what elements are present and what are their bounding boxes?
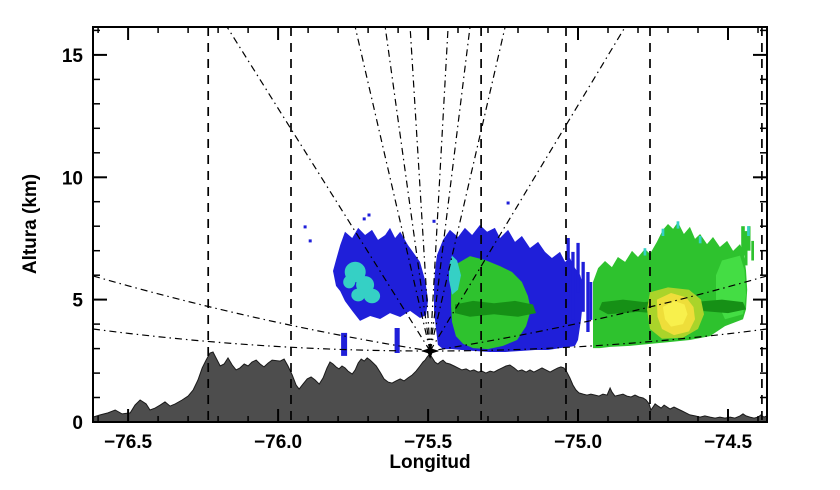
echo-blue-strand [341, 332, 348, 356]
y-tick-label: 0 [72, 413, 83, 434]
y-tick-label: 5 [72, 291, 83, 312]
echo-speck [308, 239, 312, 243]
echo-blue-strand [571, 251, 575, 320]
echo-center-dark-band [455, 300, 536, 317]
radar-beam [429, 26, 471, 352]
echo-cyan-tip [747, 226, 750, 236]
radar-beam-low [430, 275, 768, 352]
radar-beam-low [92, 275, 431, 352]
x-tick-label: −76.0 [254, 432, 302, 453]
x-tick-label: −75.0 [554, 432, 602, 453]
echo-green-strand [744, 231, 748, 266]
y-tick-label: 15 [62, 46, 84, 67]
axis-tick-labels: −76.5 −76.0 −75.5 −75.0 −74.5 0 5 10 15 [62, 46, 753, 453]
echo-blue-strand [566, 238, 570, 300]
echo-cyan-tip [661, 228, 665, 236]
radar-beams [92, 26, 768, 352]
radar-beam [354, 26, 431, 352]
radar-site-marker [421, 343, 440, 359]
radar-beam [429, 26, 506, 352]
echo-blue-strand [576, 242, 580, 293]
axes-frame [92, 26, 768, 423]
echo-green-strand [747, 226, 751, 251]
radar-beam [429, 26, 626, 352]
radar-beam [384, 26, 431, 352]
echo-speck [506, 201, 510, 205]
echo-speck [303, 225, 307, 229]
echo-blue-strand [394, 328, 400, 353]
echo-blue-strand [586, 272, 590, 332]
radar-beam-low [430, 328, 768, 352]
x-tick-label: −75.5 [404, 432, 453, 453]
echo-cyan-patch [343, 275, 356, 289]
range-gridlines [207, 27, 763, 422]
echo-green-strand [751, 240, 754, 261]
x-tick-label: −76.5 [104, 432, 153, 453]
axis-ticks [93, 27, 767, 423]
x-axis-title: Longitud [389, 452, 471, 473]
echo-east-green-cell [593, 222, 748, 349]
x-tick-label: −74.5 [704, 432, 753, 453]
y-axis-title: Altura (km) [20, 173, 41, 275]
echo-speck [362, 217, 366, 221]
terrain-silhouette [92, 351, 768, 423]
echo-cyan-tip [698, 236, 702, 244]
echo-cyan-tip [643, 248, 647, 256]
echo-yellow-core [662, 300, 688, 327]
radar-beam [226, 26, 431, 352]
radar-beam [409, 26, 431, 352]
echo-cyan-patch [363, 288, 381, 304]
echo-green-strand [741, 226, 745, 256]
y-tick-label: 10 [62, 168, 83, 189]
echo-speck [432, 219, 436, 223]
echo-blue-strand [581, 261, 585, 312]
echo-layer [303, 201, 754, 356]
radar-beam-low [92, 328, 431, 352]
echo-cyan-tip [676, 221, 680, 229]
echo-speck [367, 213, 371, 217]
echo-cyan-patch [351, 288, 366, 302]
radar-beam [429, 26, 449, 352]
echo-center-green-core [451, 256, 531, 350]
echo-blue-strand [589, 282, 593, 320]
echo-center-cyan-streak [449, 255, 461, 295]
